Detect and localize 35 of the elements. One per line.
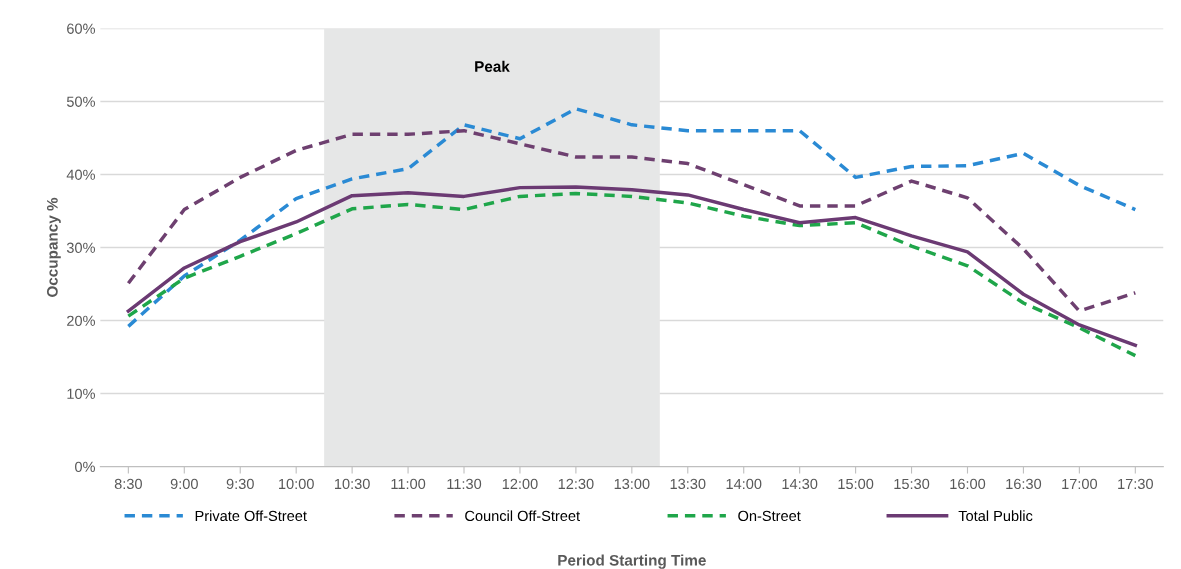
y-tick-label: 0% [75,461,96,473]
line-series [126,128,1138,313]
x-tick-label: 13:30 [670,478,706,490]
line-series [126,107,1138,329]
y-tick-label: 50% [66,96,96,107]
legend-label: On-Street [738,510,801,522]
x-tick-label: 14:30 [782,478,818,490]
x-tick-label: 9:30 [226,478,254,490]
x-tick-label: 15:30 [894,478,930,490]
legend-label: Council Off-Street [465,510,580,522]
x-tick-label: 17:30 [1118,478,1153,490]
legend-label: Total Public [958,510,1033,522]
x-tick-label: 15:00 [838,478,874,490]
band-label: Peak [475,60,510,72]
x-tick-label: 12:00 [502,478,538,490]
y-axis-title: Occupancy % [46,197,61,297]
y-tick-label: 20% [67,315,96,326]
legend-label: Private Off-Street [195,510,307,522]
x-tick-label: 11:00 [391,478,426,490]
x-tick-label: 14:00 [726,478,762,490]
x-tick-label: 11:30 [447,478,482,490]
x-tick-label: 9:00 [170,478,198,490]
x-tick-label: 12:30 [558,478,594,490]
x-axis-title: Period Starting Time [558,554,706,569]
x-tick-label: 13:00 [614,478,650,490]
x-tick-label: 10:30 [334,478,370,490]
x-tick-label: 17:00 [1062,478,1098,490]
y-tick-label: 30% [66,242,96,253]
y-tick-label: 40% [66,169,96,180]
x-tick-label: 16:00 [950,478,986,490]
x-tick-label: 16:30 [1006,478,1042,490]
x-tick-label: 8:30 [114,478,142,490]
x-tick-label: 10:00 [279,478,314,490]
y-tick-label: 10% [67,388,96,399]
y-tick-label: 60% [67,23,96,34]
